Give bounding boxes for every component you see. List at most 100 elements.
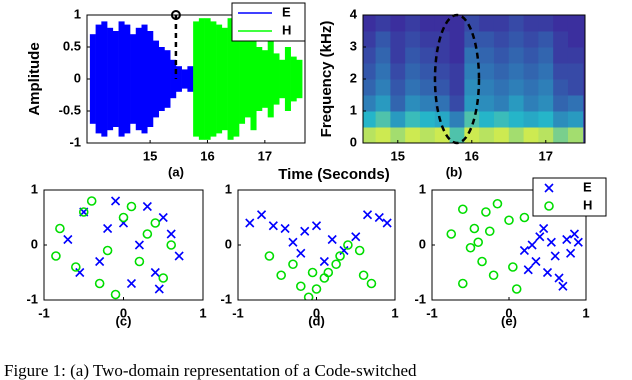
point: [366, 278, 377, 289]
x-tick-label: 17: [539, 148, 553, 163]
spectrogram-cell: [419, 127, 436, 143]
spectrogram-cell: [449, 31, 465, 48]
spectrogram-cell: [508, 79, 525, 96]
point: [457, 278, 468, 289]
spectrogram-cell: [553, 15, 569, 32]
spectrogram-cell: [464, 127, 480, 143]
spectrogram-cell: [479, 47, 495, 64]
x-tick-label: 15: [143, 148, 157, 163]
point: [519, 212, 530, 223]
spectrogram-cell: [390, 63, 406, 80]
spectrogram-cell: [375, 31, 391, 48]
spectrogram-cell: [493, 127, 510, 143]
waveform-segment: [130, 34, 137, 124]
spectrogram-cell: [553, 127, 569, 143]
spectrogram-cell: [523, 95, 539, 112]
point: [488, 270, 499, 281]
waveform-segment: [101, 21, 108, 137]
waveform-segment: [164, 50, 171, 108]
x-tick-label: 0: [120, 305, 127, 320]
x-tick-label: 0: [313, 305, 320, 320]
axes-box: [237, 189, 396, 301]
spectrogram-cell: [553, 47, 569, 64]
point: [477, 256, 487, 267]
x-axis-label: Time (Seconds): [278, 166, 389, 183]
spectrogram-cell: [553, 79, 569, 96]
waveform-segment: [296, 59, 303, 99]
waveform-segment: [250, 27, 257, 131]
y-tick-label: 0.5: [63, 38, 81, 53]
point: [527, 240, 537, 250]
plot-area: [446, 198, 583, 294]
point: [142, 201, 152, 212]
point: [55, 223, 65, 234]
point: [546, 237, 556, 247]
point: [508, 262, 518, 272]
waveform-segment: [118, 21, 125, 137]
spectrogram-cell: [449, 95, 465, 112]
point: [126, 278, 137, 289]
point: [469, 223, 480, 234]
point: [484, 226, 495, 237]
spectrogram-cell: [375, 111, 391, 128]
point: [539, 223, 549, 234]
point: [95, 256, 105, 267]
waveform-segment: [135, 27, 142, 131]
spectrogram-cell: [538, 31, 554, 48]
point: [86, 196, 97, 206]
y-tick-label: 1: [350, 102, 357, 117]
waveform-segment: [95, 24, 102, 134]
point: [535, 232, 545, 242]
spectrogram-cell: [405, 47, 421, 64]
spectrogram-cell: [464, 47, 480, 64]
y-tick-label: 4: [350, 6, 358, 21]
point: [256, 210, 267, 220]
point: [339, 245, 349, 256]
waveform-segment: [175, 66, 182, 92]
point: [78, 207, 89, 217]
point: [550, 251, 560, 261]
spectrogram-cell: [464, 31, 480, 48]
point: [382, 218, 392, 228]
waveform-segment: [221, 27, 228, 131]
legend-box: [532, 177, 607, 217]
point: [63, 234, 73, 245]
spectrogram-cell: [493, 47, 510, 64]
panel-label: (d): [308, 313, 325, 328]
y-axis-label: Frequency (kHz): [318, 21, 335, 138]
point: [94, 278, 105, 289]
point: [296, 248, 306, 258]
spectrogram-cell: [508, 31, 525, 48]
point: [268, 221, 278, 231]
spectrogram-cell: [375, 79, 391, 96]
panel-label: (b): [446, 164, 463, 179]
point: [174, 251, 184, 261]
spectrogram-cell: [567, 79, 584, 96]
spectrogram-cell: [538, 127, 554, 143]
point: [150, 218, 161, 228]
spectrogram-cell: [419, 79, 436, 96]
spectrogram-cell: [390, 79, 406, 96]
waveform-segment: [273, 53, 280, 105]
point: [288, 259, 298, 270]
spectrogram-cell: [419, 47, 436, 64]
spectrogram-cell: [434, 15, 451, 32]
spectrogram-cell: [363, 95, 377, 112]
spectrogram-cell: [449, 79, 465, 96]
spectrogram-cell: [567, 127, 584, 143]
waveform-segment: [290, 56, 297, 102]
waveform-segment: [284, 47, 291, 111]
spectrogram-cell: [523, 63, 539, 80]
y-tick-label: 0: [419, 236, 426, 251]
point: [319, 256, 329, 267]
spectrogram-cell: [363, 79, 377, 96]
point: [492, 198, 503, 209]
spectrogram-cell: [493, 63, 510, 80]
point: [511, 284, 522, 294]
plot-area: [51, 196, 184, 300]
spectrogram-cell: [508, 63, 525, 80]
spectrogram-cell: [538, 63, 554, 80]
waveform-segment: [112, 31, 119, 127]
spectrogram-cell: [363, 111, 377, 128]
point: [110, 289, 121, 300]
